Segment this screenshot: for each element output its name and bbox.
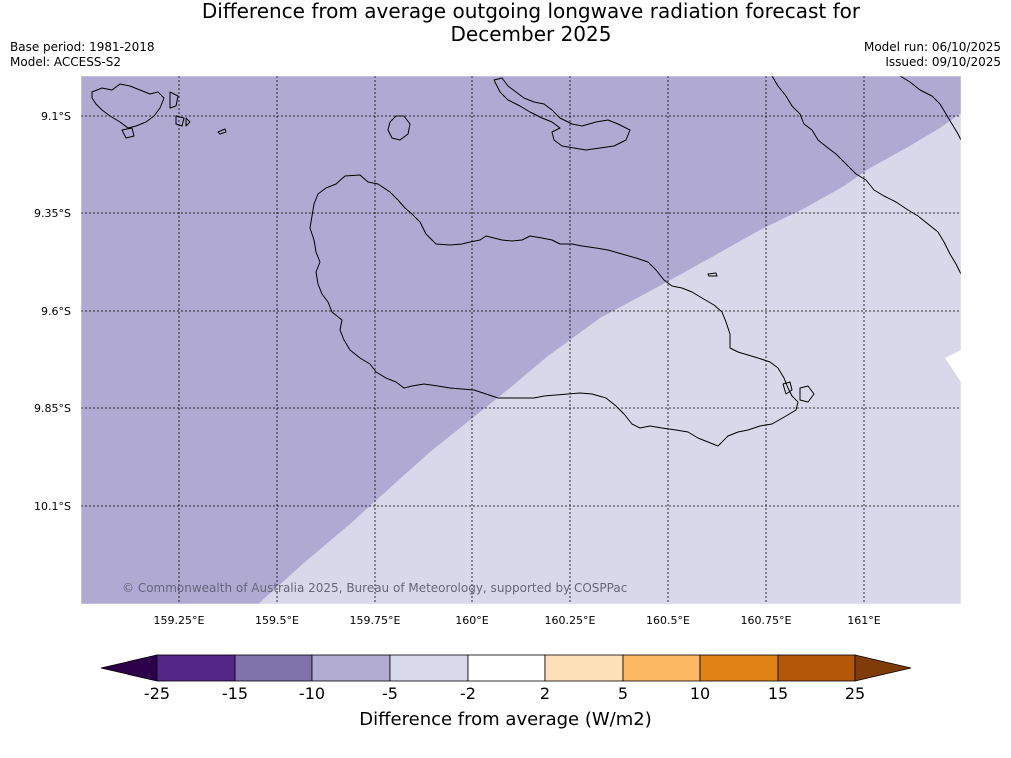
colorbar-segment	[777, 654, 856, 682]
small-island-outline	[387, 115, 411, 141]
lat-label: 10.1°S	[34, 500, 71, 513]
colorbar-title: Difference from average (W/m2)	[359, 709, 652, 730]
florida-islands-outline	[493, 77, 631, 151]
colorbar-tick-label: -2	[460, 684, 476, 703]
russell-islands-outline	[91, 83, 191, 139]
colorbar-segment	[156, 654, 236, 682]
colorbar-segment	[467, 654, 546, 682]
model-run-text: Model run: 06/10/2025	[863, 40, 1001, 54]
lon-axis-labels: 159.25°E 159.5°E 159.75°E 160°E 160.25°E…	[154, 614, 881, 627]
issued-text: Issued: 09/10/2025	[885, 55, 1001, 69]
lon-label: 161°E	[847, 614, 880, 627]
lon-label: 160.25°E	[545, 614, 596, 627]
colorbar-tick-label: -25	[143, 684, 171, 703]
lat-label: 9.35°S	[34, 207, 71, 220]
lat-label: 9.1°S	[41, 110, 71, 123]
map-title-line1: Difference from average outgoing longwav…	[201, 0, 861, 23]
info-right: Model run: 06/10/2025 Issued: 09/10/2025	[864, 40, 1001, 70]
colorbar-segment	[389, 654, 469, 682]
guadalcanal-coastline	[309, 174, 799, 447]
lon-label: 160°E	[455, 614, 488, 627]
copyright-text: © Commonwealth of Australia 2025, Bureau…	[122, 581, 627, 595]
islet-outline	[782, 381, 793, 395]
lat-label: 9.6°S	[41, 305, 71, 318]
lon-label: 159.25°E	[154, 614, 205, 627]
graticule	[81, 76, 961, 604]
model-text: Model: ACCESS-S2	[10, 55, 122, 69]
coastlines	[91, 76, 961, 447]
colorbar-tick-label: 25	[844, 684, 866, 703]
colorbar-segment	[544, 654, 624, 682]
colorbar-tick-label: 2	[539, 684, 551, 703]
no-data-patch	[945, 350, 961, 382]
islet-outline	[799, 385, 815, 403]
lat-axis-labels: 9.1°S 9.35°S 9.6°S 9.85°S 10.1°S	[34, 110, 71, 513]
colorbar-segment	[622, 654, 701, 682]
colorbar-arrow-left	[100, 654, 158, 682]
malaita-coastline	[771, 76, 961, 275]
map-area: © Commonwealth of Australia 2025, Bureau…	[81, 76, 961, 604]
map-title: Difference from average outgoing longwav…	[0, 0, 1011, 46]
colorbar-tick-label: 5	[617, 684, 629, 703]
base-period-text: Base period: 1981-2018	[10, 40, 155, 54]
malaita-north-coast	[899, 76, 961, 141]
lon-label: 160.75°E	[741, 614, 792, 627]
colorbar-arrow-right	[854, 654, 912, 682]
lon-label: 159.75°E	[350, 614, 401, 627]
region-minus10-to-minus5	[81, 76, 961, 604]
lat-label: 9.85°S	[34, 402, 71, 415]
map-title-line2: December 2025	[450, 22, 612, 46]
colorbar-tick-label: -15	[221, 684, 249, 703]
colorbar-tick-label: 10	[689, 684, 711, 703]
lon-label: 160.5°E	[646, 614, 690, 627]
colorbar-tick-label: 15	[767, 684, 789, 703]
islet-outline	[217, 128, 227, 135]
colorbar-segment	[234, 654, 313, 682]
colorbar-tick-labels: -25 -15 -10 -5 -2 2 5 10 15 25	[0, 684, 1011, 704]
map-frame	[80, 75, 962, 605]
colorbar-segment	[311, 654, 391, 682]
lon-label: 159.5°E	[255, 614, 299, 627]
colorbar	[100, 654, 912, 682]
colorbar-tick-label: -5	[382, 684, 398, 703]
islet-outline	[707, 272, 718, 277]
colorbar-segment	[699, 654, 779, 682]
info-left: Base period: 1981-2018 Model: ACCESS-S2	[10, 40, 155, 70]
colorbar-tick-label: -10	[298, 684, 326, 703]
